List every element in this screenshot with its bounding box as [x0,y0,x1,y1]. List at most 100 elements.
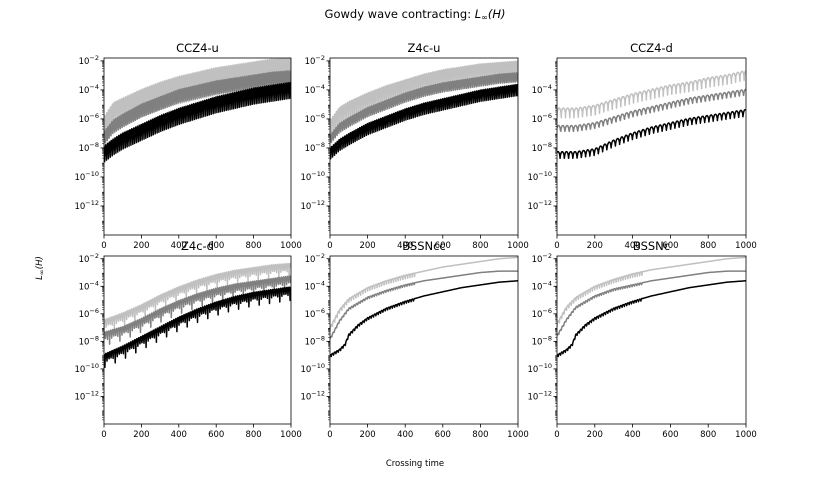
axes-frame [556,255,747,425]
x-tick-label: 200 [587,430,603,440]
series-line-mid [104,70,291,144]
y-tick-label: 10−6 [305,112,325,125]
y-tick-label: 10−4 [79,83,99,96]
x-tick-label: 400 [624,241,640,251]
y-tick-label: 10−8 [79,141,99,154]
y-tick-label: 10−4 [305,279,325,292]
x-tick-label: 200 [587,241,603,251]
x-tick-label: 1000 [735,241,757,251]
series-line-mid [557,88,746,133]
x-tick-label: 600 [208,241,224,251]
y-tick-label: 10−10 [74,362,99,375]
axes-frame [329,255,519,425]
series-line-mid [104,275,291,345]
x-tick-label: 800 [700,430,716,440]
y-axis-label: L∞(H) [35,256,46,280]
x-tick-label: 400 [171,241,187,251]
y-tick-label: 10−12 [74,199,99,212]
panel-title: Z4c-d [181,239,214,253]
axes-frame [556,57,747,236]
x-tick-label: 400 [171,430,187,440]
x-tick-label: 800 [472,241,488,251]
x-axis-label: Crossing time [386,459,444,469]
x-tick-label: 200 [359,430,375,440]
y-tick-label: 10−12 [527,389,552,402]
y-tick-label: 10−10 [527,170,552,183]
x-tick-label: 0 [554,241,559,251]
x-tick-label: 200 [133,241,149,251]
x-tick-label: 800 [245,241,261,251]
x-tick-label: 400 [624,430,640,440]
y-tick-label: 10−6 [532,307,552,320]
x-tick-label: 1000 [280,430,302,440]
x-tick-label: 800 [245,430,261,440]
panel-5: BSSNc 0 200 400 600 800 1000 10−12 10−10 10−8 10−6… [527,239,756,440]
y-tick-label: 10−12 [300,389,325,402]
axes-frame [103,255,292,425]
y-tick-label: 10−6 [305,307,325,320]
x-tick-label: 0 [101,430,106,440]
y-tick-label: 10−10 [527,362,552,375]
x-tick-label: 1000 [507,430,529,440]
panel-1: Z4c-u 0 200 400 600 800 1000 10−12 10−10 10−8 10−6… [300,41,528,251]
y-tick-label: 10−2 [305,252,325,265]
x-tick-label: 600 [435,241,451,251]
y-tick-label: 10−4 [532,279,552,292]
y-tick-label: 10−12 [74,389,99,402]
panel-title: BSSNcc [402,239,446,253]
x-tick-label: 800 [472,430,488,440]
x-tick-label: 800 [700,241,716,251]
y-tick-label: 10−2 [305,54,325,67]
axes-frame [329,57,519,236]
x-tick-label: 600 [662,430,678,440]
panel-2: CCZ4-d 0 200 400 600 800 1000 10−12 10−10 10−8 10−… [527,41,756,251]
series-line-dark [330,280,518,358]
series-line-light [104,262,291,334]
panel-title: CCZ4-u [176,41,219,55]
panel-grid: CCZ4-u 0 200 400 600 800 1000 10−12 10−10 10−8 10−… [74,41,756,440]
y-tick-label: 10−2 [79,252,99,265]
x-tick-label: 1000 [507,241,529,251]
x-tick-label: 0 [554,430,559,440]
y-tick-label: 10−8 [305,141,325,154]
x-tick-label: 1000 [280,241,302,251]
y-tick-label: 10−2 [532,252,552,265]
series-line-dark [557,108,746,160]
x-tick-label: 600 [662,241,678,251]
y-tick-label: 10−10 [300,362,325,375]
x-tick-label: 200 [133,430,149,440]
axes-frame [103,57,292,236]
figure-title: Gowdy wave contracting: L∞(H) [325,7,506,22]
series-line-dark [557,280,746,358]
y-tick-label: 10−8 [532,334,552,347]
y-tick-label: 10−4 [305,83,325,96]
x-tick-label: 0 [327,241,332,251]
y-tick-label: 10−2 [79,54,99,67]
x-tick-label: 400 [397,430,413,440]
y-tick-label: 10−10 [74,170,99,183]
series-line-light [557,69,746,119]
x-tick-label: 200 [359,241,375,251]
panel-title: Z4c-u [408,41,441,55]
x-tick-label: 600 [208,430,224,440]
panel-title: BSSNc [633,239,670,253]
y-tick-label: 10−8 [305,334,325,347]
series-line-mid [330,270,518,340]
series-line-mid [557,270,746,337]
series-line-light [330,256,518,332]
y-tick-label: 10−10 [300,170,325,183]
panel-0: CCZ4-u 0 200 400 600 800 1000 10−12 10−10 10−8 10−… [74,41,301,251]
y-tick-label: 10−4 [532,83,552,96]
x-tick-label: 1000 [735,430,757,440]
y-tick-label: 10−12 [527,199,552,212]
y-tick-label: 10−12 [300,199,325,212]
y-tick-label: 10−8 [532,141,552,154]
series-line-dark [104,81,291,163]
panel-3: Z4c-d 0 200 400 600 800 1000 10−12 10−10 10−8 10−6… [74,239,301,440]
y-tick-label: 10−6 [79,307,99,320]
y-tick-label: 10−6 [532,112,552,125]
series-line-dark [104,286,291,369]
series-line-mid [330,72,518,144]
x-tick-label: 0 [327,430,332,440]
series-line-light [330,60,518,140]
